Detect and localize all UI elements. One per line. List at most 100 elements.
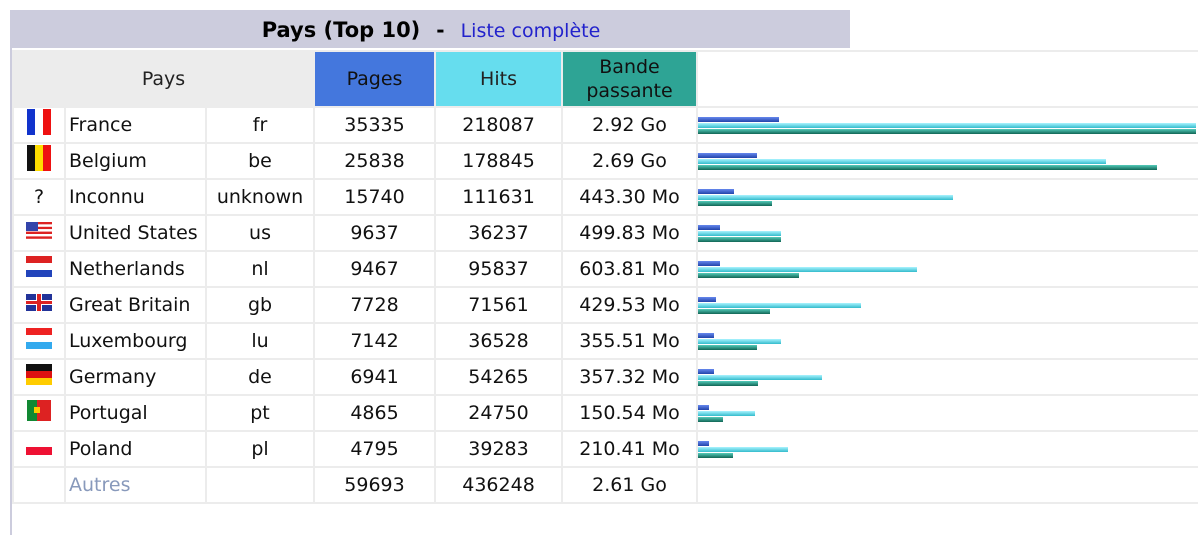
- hits-value: 71561: [436, 288, 562, 322]
- hits-value: 39283: [436, 432, 562, 466]
- country-code: nl: [207, 252, 314, 286]
- flag-cell: [14, 108, 64, 142]
- country-code: gb: [207, 288, 314, 322]
- graph-cell: [698, 324, 1198, 358]
- country-name: Belgium: [66, 144, 205, 178]
- country-code: pl: [207, 432, 314, 466]
- flag-icon: [26, 439, 52, 455]
- pages-bar: [698, 296, 716, 302]
- hits-bar: [698, 338, 782, 344]
- graph-cell: [698, 144, 1198, 178]
- hits-bar: [698, 302, 862, 308]
- flag-cell: [14, 468, 64, 502]
- graph-cell: [698, 108, 1198, 142]
- pages-value: 6941: [315, 360, 435, 394]
- bandwidth-bar: [698, 344, 758, 350]
- hits-value: 24750: [436, 396, 562, 430]
- graph-cell: [698, 396, 1198, 430]
- country-code: us: [207, 216, 314, 250]
- country-code: lu: [207, 324, 314, 358]
- country-row: Belgium be 25838 178845 2.69 Go: [14, 144, 1198, 178]
- country-row: Great Britain gb 7728 71561 429.53 Mo: [14, 288, 1198, 322]
- graph-cell: [698, 180, 1198, 214]
- pages-value: 59693: [315, 468, 435, 502]
- bandwidth-bar: [698, 236, 782, 242]
- flag-icon: [27, 145, 51, 171]
- unknown-flag: ?: [33, 186, 45, 208]
- flag-icon: [26, 364, 52, 385]
- bandwidth-value: 2.61 Go: [563, 468, 697, 502]
- pages-value: 7728: [315, 288, 435, 322]
- panel-header: Pays (Top 10) - Liste complète: [12, 10, 850, 48]
- country-code: de: [207, 360, 314, 394]
- pages-value: 35335: [315, 108, 435, 142]
- pages-header: Pages: [315, 52, 435, 106]
- hits-value: 36528: [436, 324, 562, 358]
- graph-cell: [698, 288, 1198, 322]
- hits-value: 36237: [436, 216, 562, 250]
- hits-bar: [698, 374, 822, 380]
- bandwidth-value: 355.51 Mo: [563, 324, 697, 358]
- others-row: Autres 59693 436248 2.61 Go: [14, 468, 1198, 502]
- bandwidth-bar: [698, 452, 734, 458]
- graph-cell: [698, 216, 1198, 250]
- countries-table: Pays Pages Hits Bande passante France fr 3…: [12, 50, 1198, 504]
- pages-bar: [698, 368, 714, 374]
- hits-bar: [698, 122, 1197, 128]
- country-row: Netherlands nl 9467 95837 603.81 Mo: [14, 252, 1198, 286]
- bandwidth-value: 357.32 Mo: [563, 360, 697, 394]
- bandwidth-value: 443.30 Mo: [563, 180, 697, 214]
- country-row: Portugal pt 4865 24750 150.54 Mo: [14, 396, 1198, 430]
- bandwidth-bar: [698, 272, 799, 278]
- flag-cell: [14, 288, 64, 322]
- pages-value: 4865: [315, 396, 435, 430]
- country-code: unknown: [207, 180, 314, 214]
- hits-value: 54265: [436, 360, 562, 394]
- others-label: Autres: [66, 468, 205, 502]
- hits-bar: [698, 410, 755, 416]
- pages-bar: [698, 116, 779, 122]
- pages-value: 4795: [315, 432, 435, 466]
- graph-cell: [698, 468, 1198, 502]
- bandwidth-bar: [698, 308, 770, 314]
- pages-bar: [698, 404, 710, 410]
- pages-bar: [698, 188, 734, 194]
- bandwidth-bar: [698, 164, 1157, 170]
- country-row: Luxembourg lu 7142 36528 355.51 Mo: [14, 324, 1198, 358]
- pages-value: 15740: [315, 180, 435, 214]
- country-code: pt: [207, 396, 314, 430]
- bandwidth-value: 2.69 Go: [563, 144, 697, 178]
- hits-value: 218087: [436, 108, 562, 142]
- pages-value: 7142: [315, 324, 435, 358]
- flag-cell: [14, 360, 64, 394]
- full-list-link[interactable]: Liste complète: [460, 20, 601, 42]
- hits-value: 95837: [436, 252, 562, 286]
- bandwidth-value: 2.92 Go: [563, 108, 697, 142]
- country-code: fr: [207, 108, 314, 142]
- graph-header: [698, 52, 1198, 106]
- flag-icon: [26, 328, 52, 349]
- hits-bar: [698, 266, 917, 272]
- flag-cell: [14, 252, 64, 286]
- pages-bar: [698, 440, 709, 446]
- country-name: Great Britain: [66, 288, 205, 322]
- hits-bar: [698, 230, 781, 236]
- pages-bar: [698, 152, 758, 158]
- graph-cell: [698, 360, 1198, 394]
- pages-bar: [698, 260, 720, 266]
- flag-cell: [14, 144, 64, 178]
- bandwidth-value: 150.54 Mo: [563, 396, 697, 430]
- bandwidth-value: 499.83 Mo: [563, 216, 697, 250]
- country-name: Poland: [66, 432, 205, 466]
- flag-cell: [14, 396, 64, 430]
- header-title: Pays (Top 10): [261, 18, 421, 42]
- flag-cell: [14, 432, 64, 466]
- bandwidth-bar: [698, 380, 758, 386]
- country-row: ? Inconnu unknown 15740 111631 443.30 Mo: [14, 180, 1198, 214]
- bandwidth-value: 603.81 Mo: [563, 252, 697, 286]
- country-name: Germany: [66, 360, 205, 394]
- pages-value: 9467: [315, 252, 435, 286]
- bandwidth-header: Bande passante: [563, 52, 697, 106]
- country-row: France fr 35335 218087 2.92 Go: [14, 108, 1198, 142]
